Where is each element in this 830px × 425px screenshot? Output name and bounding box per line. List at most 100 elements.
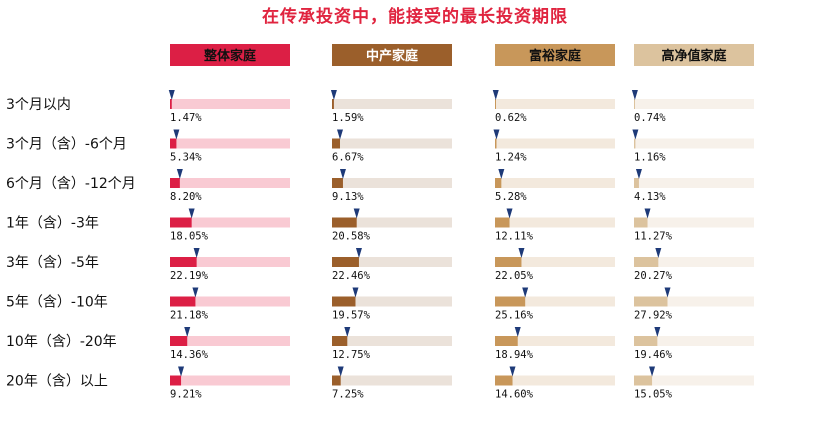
bar-track [634, 217, 754, 228]
data-label: 1.59% [332, 112, 364, 124]
bar-track [634, 257, 754, 267]
bar [495, 375, 513, 386]
bar [332, 375, 341, 386]
data-label: 19.46% [634, 349, 673, 361]
bar [495, 138, 497, 149]
bar [170, 296, 196, 307]
bar [634, 99, 635, 109]
value-marker [184, 327, 191, 337]
data-label: 22.46% [332, 270, 371, 282]
value-marker [168, 90, 175, 100]
data-label: 12.75% [332, 349, 371, 361]
bar-track [170, 99, 290, 109]
value-marker [193, 248, 200, 258]
value-marker [330, 90, 337, 100]
value-marker [664, 287, 671, 298]
value-marker [344, 327, 351, 337]
chart-title: 在传承投资中，能接受的最长投资期限 [262, 7, 568, 27]
value-marker [353, 208, 360, 219]
value-marker [654, 327, 661, 337]
value-marker [649, 366, 656, 377]
bar-track [332, 99, 452, 109]
data-label: 20.58% [332, 231, 371, 243]
bar-track [170, 138, 290, 149]
data-label: 8.20% [170, 191, 202, 203]
bar [332, 257, 359, 267]
data-label: 1.16% [634, 152, 666, 164]
bar-track [495, 178, 615, 188]
data-label: 21.18% [170, 310, 209, 322]
bar [634, 138, 636, 149]
row-label: 3个月（含）-6个月 [6, 137, 127, 153]
data-label: 1.47% [170, 112, 202, 124]
data-label: 5.28% [495, 191, 527, 203]
bar-track [332, 217, 452, 228]
bar-track [634, 99, 754, 109]
value-marker [518, 248, 525, 258]
value-marker [493, 129, 500, 140]
bar [332, 336, 348, 346]
value-marker [509, 366, 516, 377]
value-marker [506, 208, 513, 219]
data-label: 0.74% [634, 112, 666, 124]
value-marker [173, 129, 180, 140]
bar [495, 99, 496, 109]
bar [634, 296, 668, 307]
value-marker [178, 366, 185, 377]
bar-track [170, 375, 290, 386]
value-marker [337, 366, 344, 377]
row-label: 1年（含）-3年 [6, 216, 99, 232]
series-header-box [332, 44, 452, 66]
series-header-box [495, 44, 615, 66]
value-marker [514, 327, 521, 337]
data-label: 20.27% [634, 270, 673, 282]
data-label: 22.05% [495, 270, 534, 282]
bar [170, 99, 172, 109]
bar-track [634, 138, 754, 149]
value-marker [631, 90, 638, 100]
value-marker [192, 287, 199, 298]
data-label: 7.25% [332, 389, 364, 401]
data-label: 22.19% [170, 270, 209, 282]
data-label: 12.11% [495, 231, 534, 243]
data-label: 5.34% [170, 152, 202, 164]
data-label: 15.05% [634, 389, 673, 401]
series-header-label: 中产家庭 [366, 48, 419, 64]
row-label: 10年（含）-20年 [6, 334, 117, 350]
bar-track [495, 336, 615, 346]
bar [634, 336, 658, 346]
value-marker [522, 287, 529, 298]
value-marker [176, 169, 183, 179]
data-label: 19.57% [332, 310, 371, 322]
bar-track [332, 178, 452, 188]
bar-track [170, 296, 290, 307]
bar-track [332, 336, 452, 346]
bar [634, 375, 653, 386]
bar [634, 178, 639, 188]
data-label: 14.60% [495, 389, 534, 401]
bar-track [634, 178, 754, 188]
data-label: 11.27% [634, 231, 673, 243]
bar-track [634, 336, 754, 346]
bar-track [634, 375, 754, 386]
data-label: 6.67% [332, 152, 364, 164]
bar-track [495, 257, 615, 267]
bar [170, 217, 192, 228]
bar-track [495, 375, 615, 386]
value-marker [355, 248, 362, 258]
bar [332, 296, 356, 307]
bar-track [495, 296, 615, 307]
bar [170, 257, 197, 267]
bar-track [332, 296, 452, 307]
row-label: 6个月（含）-12个月 [6, 176, 136, 192]
series-header-label: 富裕家庭 [529, 48, 582, 64]
bar-track [332, 375, 452, 386]
bar [332, 99, 334, 109]
data-label: 14.36% [170, 349, 209, 361]
data-label: 9.21% [170, 389, 202, 401]
data-label: 27.92% [634, 310, 673, 322]
bar-track [332, 138, 452, 149]
bar-track [495, 217, 615, 228]
bar [634, 217, 648, 228]
bar [495, 257, 522, 267]
